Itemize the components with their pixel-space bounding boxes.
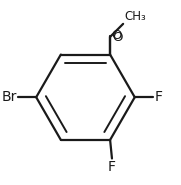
Text: F: F [154, 90, 162, 104]
Text: CH₃: CH₃ [124, 10, 146, 23]
Text: O: O [112, 31, 123, 44]
Text: F: F [108, 160, 116, 174]
Text: O: O [111, 29, 121, 42]
Text: Br: Br [1, 90, 17, 104]
